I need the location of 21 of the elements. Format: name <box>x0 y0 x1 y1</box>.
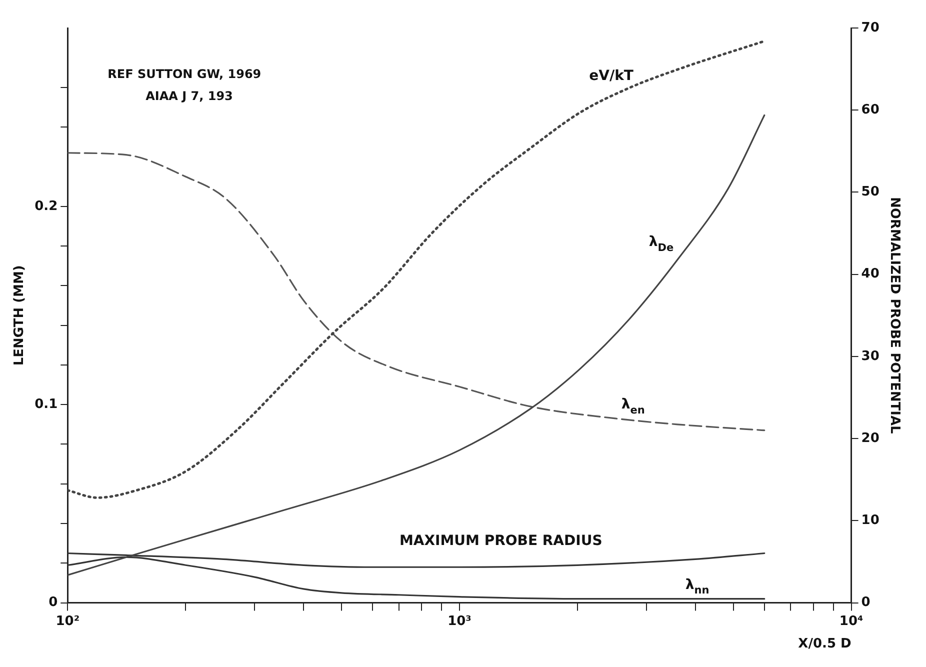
series-label: MAXIMUM PROBE RADIUS <box>399 533 602 550</box>
annotation: AIAA J 7, 193 <box>146 89 233 103</box>
y-tick-label: 0.2 <box>34 198 58 214</box>
series-label: eV/kT <box>589 68 634 84</box>
x-tick-label: 10³ <box>448 614 472 629</box>
y2-tick-label: 60 <box>861 102 880 118</box>
y2-tick-label: 70 <box>861 20 880 36</box>
y2-tick-label: 20 <box>861 430 880 446</box>
y-tick-label: 0 <box>48 595 58 610</box>
y2-tick-label: 50 <box>861 184 880 200</box>
y-tick-label: 0.1 <box>34 396 58 412</box>
y2-tick-label: 10 <box>861 513 880 528</box>
x-axis-title: X/0.5 D <box>798 636 852 652</box>
y2-tick-label: 0 <box>861 595 870 610</box>
annotation: REF SUTTON GW, 1969 <box>108 67 262 81</box>
y2-tick-label: 40 <box>861 266 880 282</box>
y-axis-title: LENGTH (MM) <box>12 265 28 366</box>
x-tick-label: 10² <box>56 614 80 629</box>
x-tick-label: 10⁴ <box>839 614 864 629</box>
y2-axis-title: NORMALIZED PROBE POTENTIAL <box>886 196 902 434</box>
y2-tick-label: 30 <box>861 348 880 364</box>
